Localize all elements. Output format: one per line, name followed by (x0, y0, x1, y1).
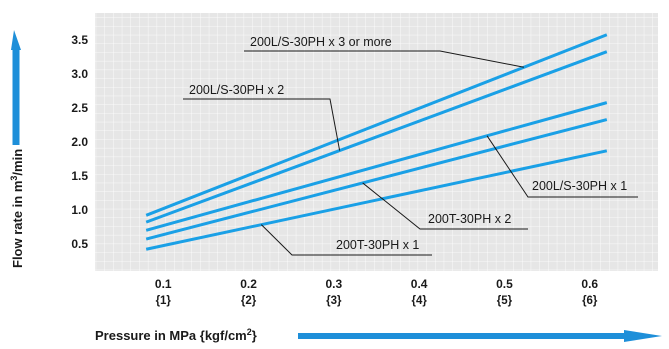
y-axis-arrow-shaft (12, 48, 20, 145)
x-tick-sublabel: {5} (497, 295, 513, 307)
x-tick-sublabel: {4} (411, 295, 427, 307)
x-axis-arrow-shaft (298, 333, 628, 339)
series-line-200l-s-30ph-x-1 (145, 101, 608, 232)
x-tick-label: 0.1 (155, 277, 172, 291)
x-tick-sublabel: {3} (326, 295, 342, 307)
y-tick-label: 3.0 (71, 67, 88, 81)
y-tick-label: 0.5 (71, 237, 88, 251)
y-tick-label: 1.5 (71, 169, 88, 183)
series-line-200l-s-30ph-x-3-or-more (145, 33, 608, 217)
series-layer (145, 33, 608, 251)
x-tick-label: 0.6 (581, 277, 598, 291)
x-tick-sublabel: {6} (582, 295, 598, 307)
leader-line-200l-s-30ph-x-1 (486, 135, 638, 198)
series-label-200t-30ph-x-2: 200T-30PH x 2 (428, 212, 511, 226)
x-tick-labels: 0.1 {1} 0.2 {2} 0.3 {3} 0.4 {4} 0.5 {5} 0.6 {6} (155, 277, 599, 307)
x-axis-arrow-icon (624, 330, 662, 342)
y-tick-labels: 0.5 1.0 1.5 2.0 2.5 3.0 3.5 (71, 33, 88, 251)
plot-area (95, 13, 658, 271)
leader-line-200l-s-30ph-x-2 (183, 98, 341, 151)
plot-grid (95, 13, 658, 271)
leader-line-200t-30ph-x-2 (362, 182, 528, 230)
series-line-200l-s-30ph-x-2 (145, 50, 608, 224)
y-axis-arrow-icon (11, 30, 21, 50)
leader-line-200t-30ph-x-1 (260, 224, 432, 256)
series-line-200t-30ph-x-2 (145, 118, 608, 241)
x-axis-title: Pressure in MPa {kgf/cm2} (95, 327, 257, 343)
x-tick-label: 0.3 (326, 277, 343, 291)
series-labels: 200L/S-30PH x 3 or more 200L/S-30PH x 2 20… (183, 35, 638, 256)
series-label-200l-s-30ph-x-1: 200L/S-30PH x 1 (532, 179, 627, 193)
y-axis-title: Flow rate in m3/min (9, 149, 25, 268)
series-line-200t-30ph-x-1 (145, 149, 608, 251)
x-tick-label: 0.2 (240, 277, 257, 291)
x-tick-label: 0.5 (496, 277, 513, 291)
x-tick-sublabel: {2} (241, 295, 257, 307)
y-tick-label: 2.5 (71, 101, 88, 115)
y-tick-label: 3.5 (71, 33, 88, 47)
x-tick-sublabel: {1} (156, 295, 172, 307)
series-label-200t-30ph-x-1: 200T-30PH x 1 (336, 238, 419, 252)
series-label-200l-s-30ph-x-3-or-more: 200L/S-30PH x 3 or more (250, 35, 392, 49)
y-tick-label: 1.0 (71, 203, 88, 217)
leader-line-200l-s-30ph-x-3-or-more (244, 50, 524, 68)
x-tick-label: 0.4 (411, 277, 428, 291)
series-label-200l-s-30ph-x-2: 200L/S-30PH x 2 (189, 83, 284, 97)
y-tick-label: 2.0 (71, 135, 88, 149)
